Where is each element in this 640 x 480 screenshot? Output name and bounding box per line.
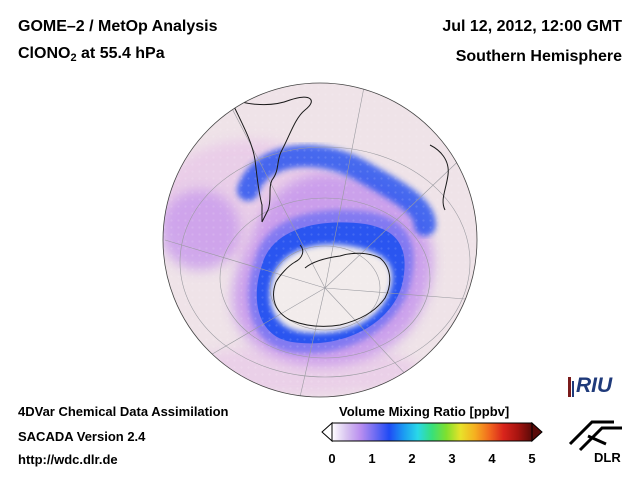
colorbar-tick-label: 5 [528,451,536,466]
colorbar-title: Volume Mixing Ratio [ppbv] [339,404,510,419]
colorbar-max-arrow [531,421,543,443]
species-subscript: 2 [70,52,77,64]
africa-coast [429,144,449,211]
colorbar-tick-label: 4 [488,451,496,466]
antarctic-peninsula [275,244,304,283]
analysis-datetime: Jul 12, 2012, 12:00 GMT [442,18,622,35]
colorbar-tick-label: 1 [368,451,376,466]
colorbar-gradient [331,422,533,442]
australia-edge [439,349,471,379]
footer-url[interactable]: http://wdc.dlr.de [18,452,118,467]
colorbar-tick-label: 0 [328,451,336,466]
footer-method: 4DVar Chemical Data Assimilation [18,404,229,419]
riu-logo-mark [568,377,574,397]
antarctica-coast [273,252,391,327]
title-line-2: ClONO2 at 55.4 hPa [18,45,165,64]
dlr-logo: DLR [594,450,621,465]
grid-texture [163,83,477,397]
graticule [164,83,477,397]
riu-logo-text: RIU [576,374,613,397]
globe-outline [162,82,478,398]
footer-version: SACADA Version 2.4 [18,429,146,444]
pressure-level: at 55.4 hPa [76,45,165,62]
colorbar-min-arrow [321,421,333,443]
colorbar [321,421,543,443]
south-america-coast [224,94,312,223]
hemisphere-label: Southern Hemisphere [455,48,622,65]
dlr-logo-mark [568,420,622,452]
south-america-west-coast [229,97,263,222]
coastlines [224,94,471,379]
title-line-1: GOME–2 / MetOp Analysis [18,18,218,35]
riu-logo: RIU [566,374,612,398]
species-name: ClONO [18,45,71,62]
colorbar-tick-label: 3 [448,451,456,466]
globe-field [163,83,477,397]
colorbar-tick-label: 2 [408,451,416,466]
